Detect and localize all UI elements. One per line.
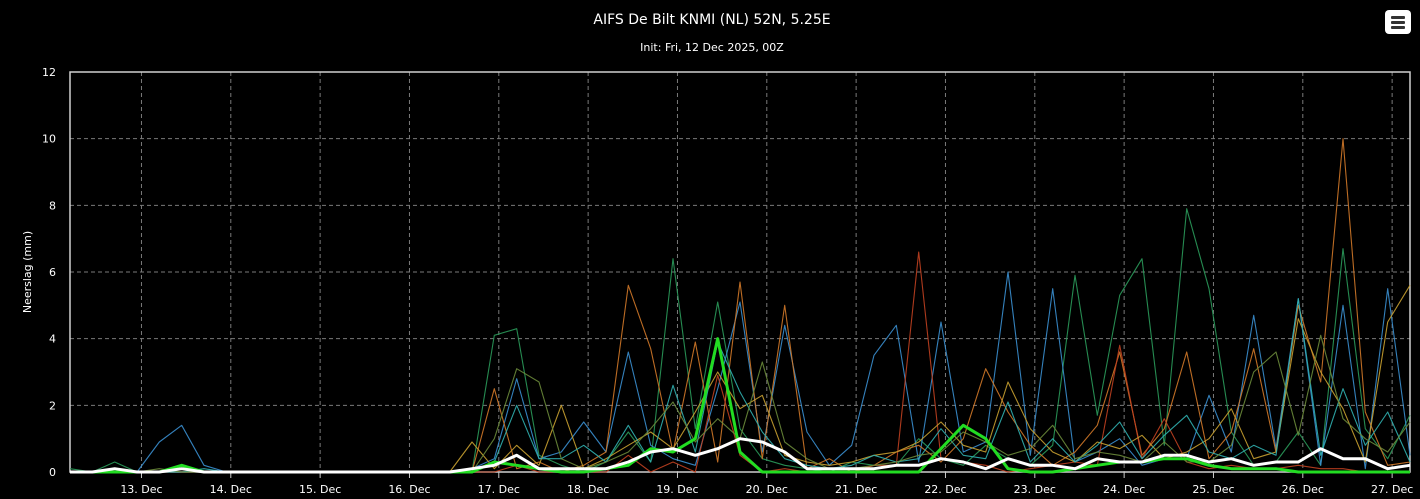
series-line — [69, 208, 1411, 473]
chart-menu-button[interactable] — [1385, 10, 1411, 34]
y-tick-label: 2 — [49, 399, 56, 412]
x-tick-label: 16. Dec — [388, 483, 430, 496]
y-tick-label: 8 — [49, 199, 56, 212]
x-tick-label: 27. Dec — [1371, 483, 1413, 496]
y-axis-label: Neerslag (mm) — [21, 231, 34, 313]
x-tick-label: 13. Dec — [120, 483, 162, 496]
y-tick-label: 0 — [49, 466, 56, 479]
series-line — [70, 271, 1411, 473]
x-tick-label: 24. Dec — [1103, 483, 1145, 496]
series-line — [70, 437, 1411, 474]
x-tick-label: 17. Dec — [478, 483, 520, 496]
x-tick-label: 14. Dec — [210, 483, 252, 496]
x-tick-label: 18. Dec — [567, 483, 609, 496]
y-tick-label: 4 — [49, 333, 56, 346]
x-tick-label: 23. Dec — [1014, 483, 1056, 496]
series-line — [70, 285, 1411, 473]
chart-title: AIFS De Bilt KNMI (NL) 52N, 5.25E — [593, 12, 830, 28]
x-tick-label: 25. Dec — [1192, 483, 1234, 496]
x-tick-label: 15. Dec — [299, 483, 341, 496]
y-tick-label: 10 — [42, 133, 56, 146]
menu-icon-bar — [1391, 26, 1405, 29]
x-tick-label: 21. Dec — [835, 483, 877, 496]
menu-icon — [1391, 16, 1405, 19]
y-tick-label: 6 — [49, 266, 56, 279]
x-tick-label: 20. Dec — [746, 483, 788, 496]
x-tick-label: 22. Dec — [924, 483, 966, 496]
y-tick-label: 12 — [42, 66, 56, 79]
plot-border — [69, 71, 1411, 473]
menu-icon-bar — [1391, 21, 1405, 24]
x-tick-label: 26. Dec — [1282, 483, 1324, 496]
x-tick-label: 19. Dec — [656, 483, 698, 496]
chart-subtitle: Init: Fri, 12 Dec 2025, 00Z — [640, 41, 784, 54]
